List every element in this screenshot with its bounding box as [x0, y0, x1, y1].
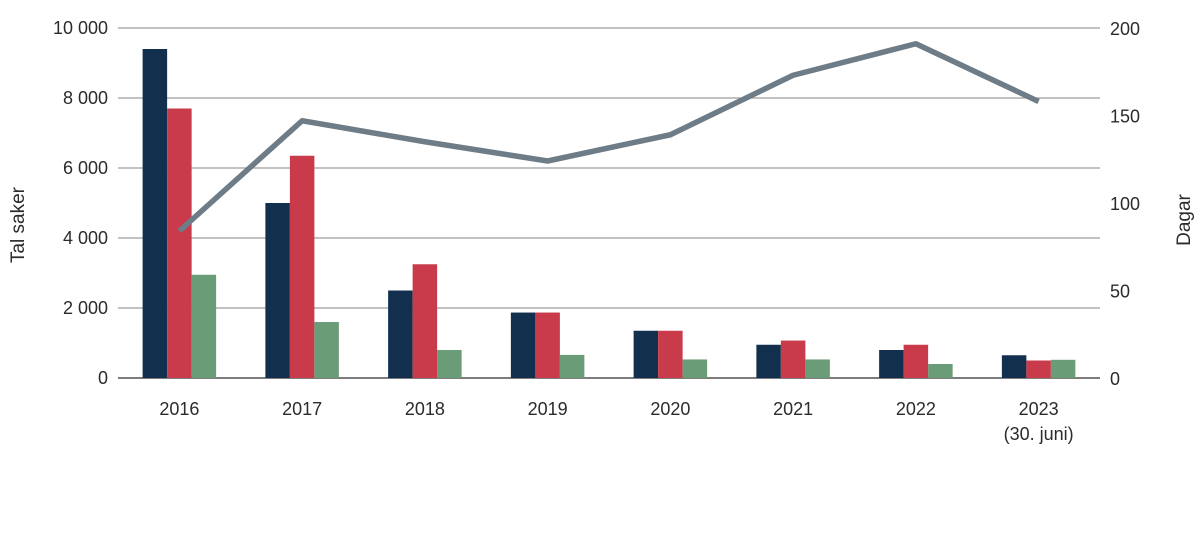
bar-2016-series0 [142, 49, 168, 378]
bar-2016-series1 [167, 108, 192, 378]
bar-2021-series0 [756, 344, 781, 378]
category-label-2017: 2017 [282, 399, 322, 419]
bar-2019-series0 [510, 312, 536, 378]
bar-2017-series0 [265, 203, 290, 378]
bar-2021-series2 [805, 359, 830, 378]
category-sublabel-2023: (30. juni) [1004, 424, 1074, 444]
right-axis-tick-150: 150 [1110, 107, 1140, 127]
right-axis-tick-50: 50 [1110, 282, 1130, 302]
category-label-2022: 2022 [896, 399, 936, 419]
right-axis-tick-100: 100 [1110, 194, 1140, 214]
bar-2023-series0 [1001, 355, 1027, 378]
bar-2017-series2 [314, 322, 339, 378]
category-label-2016: 2016 [159, 399, 199, 419]
bar-2018-series2 [437, 350, 462, 378]
chart-plot-area: 0 2 000 4 000 6 000 8 000 10 000 0 50 100 150 200 2… [53, 18, 1140, 444]
bar-2022-series1 [903, 344, 929, 378]
category-label-2019: 2019 [528, 399, 568, 419]
left-axis-tick-4000: 4 000 [63, 228, 108, 248]
right-axis-title: Dagar [1174, 194, 1195, 246]
category-label-2018: 2018 [405, 399, 445, 419]
right-axis-tick-200: 200 [1110, 19, 1140, 39]
bar-2018-series1 [412, 264, 438, 378]
bar-2020-series1 [658, 330, 683, 378]
bar-2020-series0 [633, 330, 659, 378]
bar-2017-series1 [289, 155, 315, 378]
category-label-2020: 2020 [650, 399, 690, 419]
left-axis-tick-10000: 10 000 [53, 18, 108, 38]
category-label-2021: 2021 [773, 399, 813, 419]
bar-2022-series2 [928, 364, 953, 378]
category-label-2023: 2023 [1019, 399, 1059, 419]
bar-2021-series1 [780, 340, 806, 378]
left-axis-tick-8000: 8 000 [63, 88, 108, 108]
trend-line-saksbehandlingstid [177, 41, 1040, 234]
bar-2022-series0 [879, 350, 904, 378]
left-axis-tick-0: 0 [98, 368, 108, 388]
bar-2018-series0 [388, 290, 413, 378]
bar-2019-series2 [559, 354, 585, 378]
left-axis-tick-2000: 2 000 [63, 298, 108, 318]
left-axis-title: Tal saker [8, 186, 29, 264]
bar-2020-series2 [682, 359, 708, 378]
legend: Innkomne saker asyl Behandla saker asyl … [0, 500, 1200, 555]
left-axis-tick-6000: 6 000 [63, 158, 108, 178]
bar-2019-series1 [535, 312, 560, 378]
bar-2023-series1 [1026, 360, 1051, 378]
right-axis-tick-0: 0 [1110, 369, 1120, 389]
bar-2016-series2 [191, 274, 217, 378]
bar-2023-series2 [1050, 359, 1076, 378]
